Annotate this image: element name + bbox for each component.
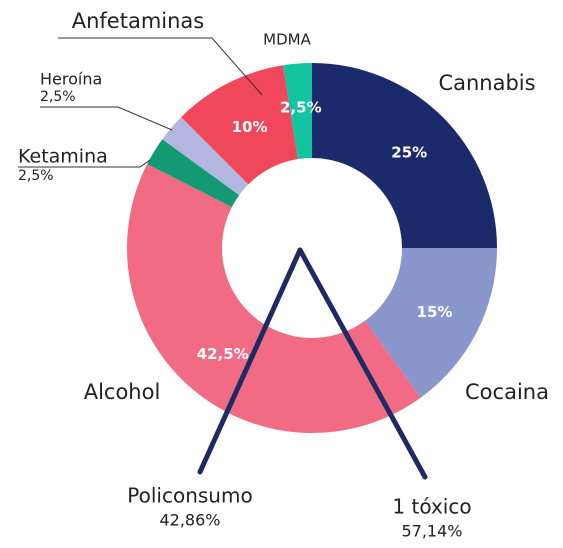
annotation-value: 57,14%	[401, 522, 462, 541]
donut-slice	[364, 248, 497, 398]
value-label: 10%	[232, 118, 268, 136]
split-line	[197, 247, 303, 475]
donut-slice	[162, 117, 249, 196]
value-label: 25%	[391, 143, 427, 161]
leader-line	[58, 37, 263, 96]
donut-slice	[312, 63, 497, 248]
annotation-value: 42,86%	[159, 511, 220, 530]
category-label: Cannabis	[438, 71, 535, 95]
category-label: Heroína	[40, 70, 102, 89]
value-label: 2,5%	[40, 89, 76, 105]
donut-slice	[283, 63, 312, 160]
category-label: Anfetaminas	[72, 9, 205, 33]
value-label: 2,5%	[280, 98, 322, 116]
donut-slice	[181, 65, 298, 185]
annotation-title: Policonsumo	[127, 484, 252, 508]
leader-line	[18, 159, 151, 168]
category-label: MDMA	[263, 31, 311, 49]
category-label: Cocaina	[465, 380, 549, 404]
category-label: Ketamina	[18, 146, 108, 168]
annotation-title: 1 tóxico	[392, 495, 471, 519]
category-label: Alcohol	[84, 380, 161, 404]
value-label: 42,5%	[197, 345, 249, 363]
split-line	[297, 247, 428, 480]
donut-slice	[147, 139, 240, 208]
value-label: 15%	[417, 303, 453, 321]
value-label: 2,5%	[18, 168, 54, 184]
leader-line	[40, 106, 173, 131]
donut-slice	[127, 164, 421, 433]
